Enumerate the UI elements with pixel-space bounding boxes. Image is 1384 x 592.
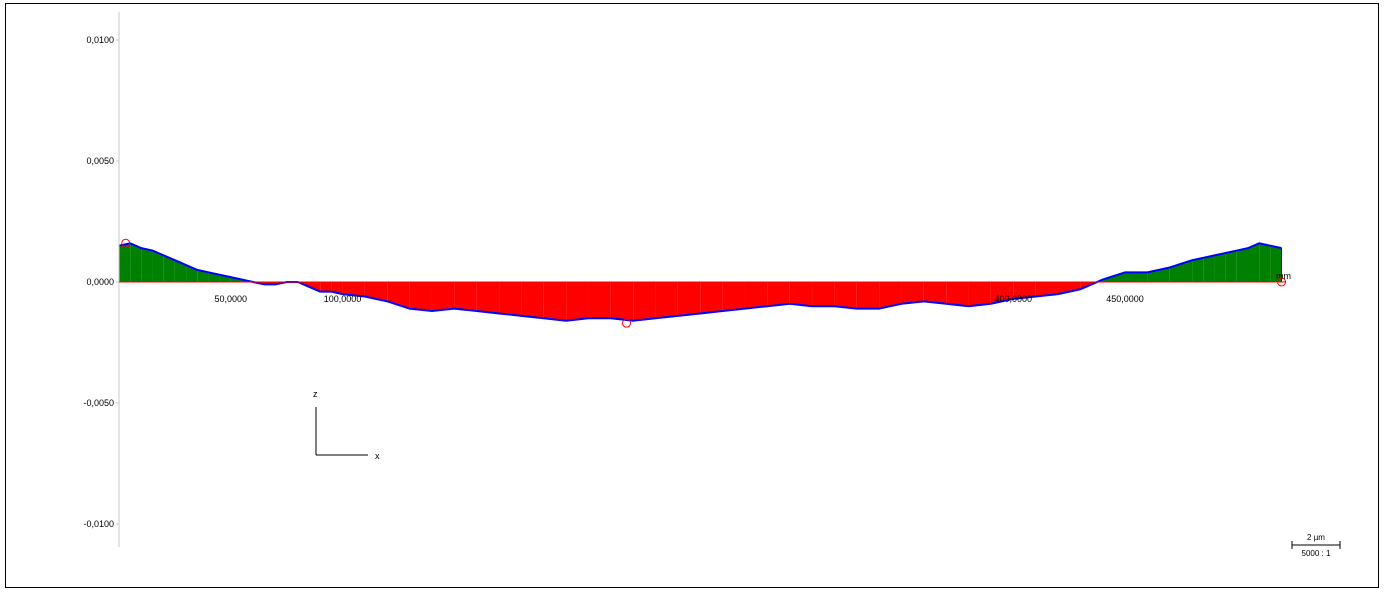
area-below-segment	[387, 282, 410, 309]
area-below-segment	[409, 282, 432, 312]
y-tick-label: -0,0100	[83, 519, 114, 529]
area-below-segment	[744, 282, 768, 309]
area-above-segment	[152, 250, 164, 282]
area-above-segment	[1236, 248, 1248, 282]
area-below-segment	[1035, 282, 1058, 297]
area-above-segment	[1247, 243, 1260, 282]
area-below-segment	[834, 282, 857, 309]
area-below-segment	[1013, 282, 1036, 299]
y-tick-label: 0,0100	[86, 35, 114, 45]
area-below-segment	[968, 282, 991, 307]
axis-layer	[118, 12, 1286, 547]
area-below-segment	[566, 282, 589, 321]
area-below-segment	[342, 282, 365, 297]
area-below-segment	[879, 282, 902, 309]
axes-indicator: zx	[313, 389, 380, 461]
x-tick-label: 100,0000	[324, 294, 362, 304]
area-above-segment	[163, 255, 175, 282]
area-above-segment	[1125, 272, 1148, 282]
z-indicator-label: z	[313, 389, 318, 399]
area-above-segment	[219, 274, 231, 282]
area-above-segment	[130, 243, 142, 282]
area-below-segment	[331, 282, 343, 295]
area-below-segment	[789, 282, 813, 307]
area-below-segment	[946, 282, 969, 307]
x-indicator-label: x	[375, 451, 380, 461]
area-below-segment	[543, 282, 567, 321]
area-above-segment	[174, 260, 187, 282]
scale-bar-length-label: 2 µm	[1307, 533, 1325, 542]
extreme-marker	[121, 238, 131, 248]
x-tick-label: 50,0000	[215, 294, 248, 304]
area-below-segment	[309, 282, 321, 292]
area-below-segment	[1057, 282, 1081, 295]
marker-layer	[121, 238, 1287, 328]
extreme-marker	[1277, 277, 1287, 287]
area-below-segment	[364, 282, 388, 302]
profile-chart: 0,0100 0,0050 0,0000 -0,0050 -0,0100 50,0000 1…	[83, 12, 1341, 558]
area-below-segment	[923, 282, 947, 304]
area-above-segment	[197, 269, 209, 282]
x-tick-label: 400,0000	[994, 294, 1032, 304]
area-below-segment	[610, 282, 634, 321]
area-above-segment	[119, 243, 131, 282]
area-below-segment	[990, 282, 1014, 304]
area-above-segment	[1203, 255, 1215, 282]
area-above-segment	[1259, 243, 1271, 282]
area-below-segment	[677, 282, 701, 316]
area-below-segment	[499, 282, 522, 316]
area-above-segment	[1270, 245, 1282, 282]
y-tick-label: -0,0050	[83, 398, 114, 408]
area-below-segment	[454, 282, 477, 312]
area-below-segment	[320, 282, 332, 292]
area-below-segment	[722, 282, 745, 312]
profile-fill-layer	[119, 243, 1282, 321]
x-unit-label: mm	[1276, 271, 1291, 281]
y-tick-label: 0,0050	[86, 156, 114, 166]
chart-frame: 0,0100 0,0050 0,0000 -0,0050 -0,0100 50,0000 1…	[5, 3, 1379, 588]
area-below-segment	[633, 282, 656, 321]
area-above-segment	[1192, 257, 1204, 282]
area-below-segment	[521, 282, 544, 319]
area-below-segment	[700, 282, 723, 314]
area-above-segment	[141, 248, 153, 282]
area-below-segment	[476, 282, 500, 314]
scale-bar: 2 µm 5000 : 1	[1291, 533, 1341, 558]
y-tick-label: 0,0000	[86, 277, 114, 287]
area-below-segment	[856, 282, 880, 309]
tick-layer: 0,0100 0,0050 0,0000 -0,0050 -0,0100 50,0000 1…	[83, 35, 1291, 529]
profile-line-layer	[118, 242, 1283, 322]
x-tick-label: 450,0000	[1106, 294, 1144, 304]
extreme-marker	[621, 318, 631, 328]
area-above-segment	[1214, 252, 1226, 282]
area-below-segment	[767, 282, 790, 307]
area-below-segment	[431, 282, 455, 312]
area-below-segment	[901, 282, 924, 304]
area-above-segment	[1225, 250, 1237, 282]
scale-bar-ratio-label: 5000 : 1	[1302, 549, 1331, 558]
area-below-segment	[588, 282, 611, 319]
profile-line	[118, 242, 1282, 322]
area-below-segment	[655, 282, 678, 319]
area-below-segment	[812, 282, 835, 307]
